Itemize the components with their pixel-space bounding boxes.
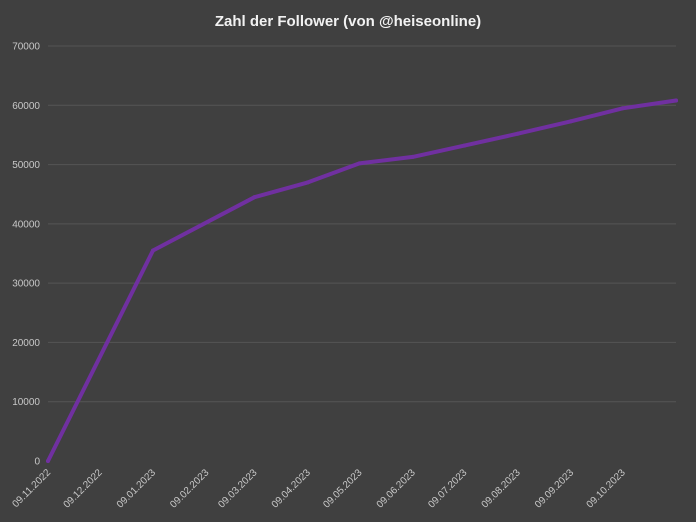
data-point	[305, 180, 310, 185]
x-tick-label: 09.02.2023	[168, 467, 211, 510]
y-tick-label: 50000	[12, 160, 40, 171]
data-point	[357, 161, 362, 166]
x-tick-label: 09.03.2023	[216, 467, 259, 510]
x-tick-label: 09.08.2023	[480, 467, 523, 510]
x-tick-label: 09.09.2023	[533, 467, 576, 510]
data-point	[569, 119, 574, 124]
series-line	[46, 98, 678, 463]
x-axis-ticks: 09.11.2022 09.12.2022 09.01.2023 09.02.2023…	[10, 467, 628, 510]
gridlines	[48, 45, 676, 403]
y-tick-label: 0	[34, 457, 40, 468]
data-point	[410, 154, 415, 159]
x-tick-label: 09.01.2023	[115, 467, 158, 510]
y-tick-label: 70000	[12, 42, 40, 53]
y-tick-label: 60000	[12, 101, 40, 112]
data-point	[674, 98, 678, 103]
data-point	[46, 459, 50, 463]
y-tick-label: 40000	[12, 219, 40, 230]
x-tick-label: 09.07.2023	[426, 467, 469, 510]
data-point	[462, 143, 467, 148]
x-tick-label: 09.10.2023	[585, 467, 628, 510]
x-tick-label: 09.12.2022	[62, 467, 105, 510]
y-axis-ticks: 0 10000 20000 30000 40000 50000 60000 70000	[12, 42, 40, 468]
series-layer	[46, 98, 678, 463]
x-tick-label: 09.04.2023	[270, 467, 313, 510]
data-point	[515, 131, 520, 136]
y-tick-label: 10000	[12, 397, 40, 408]
x-tick-label: 09.11.2022	[10, 467, 53, 510]
x-tick-label: 09.05.2023	[321, 467, 364, 510]
x-tick-label: 09.06.2023	[375, 467, 418, 510]
y-tick-label: 30000	[12, 279, 40, 290]
data-point	[150, 248, 155, 253]
data-point	[620, 106, 625, 111]
chart-title: Zahl der Follower (von @heiseonline)	[215, 13, 481, 30]
data-point	[252, 195, 257, 200]
y-tick-label: 20000	[12, 338, 40, 349]
